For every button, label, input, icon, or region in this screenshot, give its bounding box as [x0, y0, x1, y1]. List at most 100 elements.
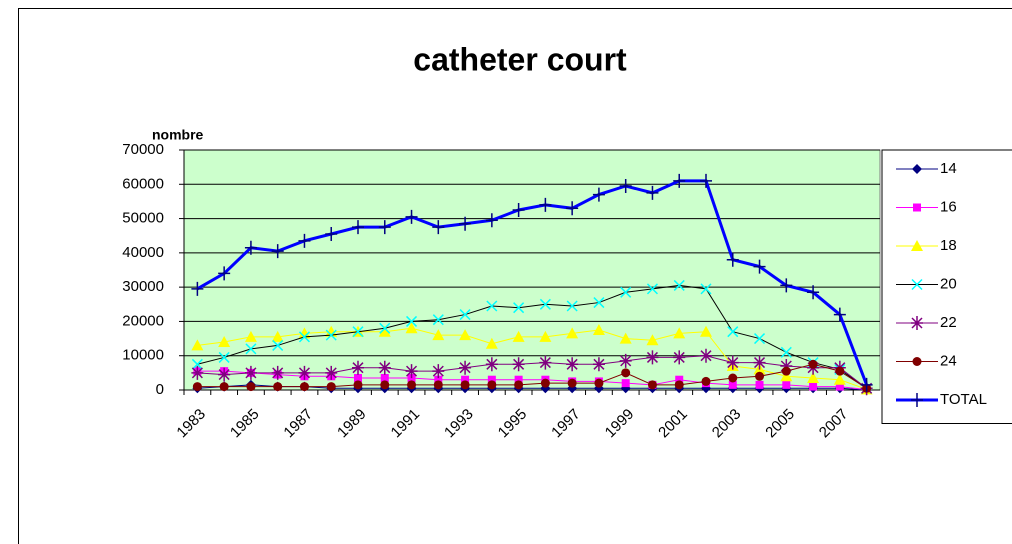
marker — [539, 298, 551, 310]
legend-label: 16 — [940, 198, 957, 215]
marker — [594, 378, 604, 388]
marker — [353, 380, 363, 390]
marker — [245, 343, 257, 355]
marker — [514, 375, 523, 384]
marker — [485, 357, 498, 372]
marker — [352, 360, 364, 375]
marker — [459, 360, 472, 375]
plot-area — [183, 149, 881, 391]
series-line — [197, 284, 867, 389]
marker — [809, 382, 818, 391]
marker — [246, 382, 256, 392]
y-tick-label: 60000 — [122, 175, 164, 192]
marker — [860, 377, 873, 392]
marker — [299, 382, 309, 392]
marker — [780, 278, 793, 293]
marker — [674, 380, 684, 390]
marker — [191, 281, 204, 296]
marker — [298, 233, 311, 248]
marker — [513, 302, 525, 314]
marker — [753, 259, 766, 274]
marker — [728, 373, 738, 383]
marker — [405, 209, 418, 224]
marker — [675, 375, 684, 384]
marker — [646, 185, 659, 200]
marker — [566, 300, 578, 312]
marker — [380, 374, 389, 382]
marker — [514, 380, 524, 390]
marker — [726, 355, 739, 370]
marker — [673, 350, 686, 365]
marker — [191, 358, 203, 370]
marker — [326, 382, 336, 392]
marker — [512, 203, 525, 217]
marker — [460, 380, 470, 390]
marker — [432, 220, 445, 235]
marker — [191, 365, 204, 380]
y-axis-label: nombre — [152, 127, 204, 143]
marker — [405, 364, 418, 379]
marker — [354, 374, 362, 382]
marker — [780, 346, 792, 358]
marker — [913, 203, 921, 212]
series — [191, 348, 873, 396]
y-tick-label: 20000 — [122, 312, 164, 329]
marker — [432, 364, 445, 379]
marker — [325, 227, 338, 241]
marker — [352, 326, 364, 338]
marker — [911, 278, 923, 291]
marker — [218, 351, 230, 363]
marker — [459, 309, 471, 321]
marker — [593, 297, 605, 309]
marker — [540, 378, 550, 388]
marker — [192, 382, 202, 392]
marker — [325, 325, 338, 337]
marker — [808, 359, 818, 369]
marker — [191, 339, 204, 351]
legend-label: 22 — [940, 314, 957, 331]
marker — [566, 357, 579, 372]
marker — [619, 353, 632, 368]
marker — [620, 286, 632, 298]
marker — [911, 393, 923, 407]
marker — [700, 348, 712, 363]
marker — [378, 325, 391, 337]
marker — [218, 336, 231, 347]
marker — [219, 382, 229, 392]
marker — [271, 365, 284, 380]
marker — [512, 357, 525, 372]
marker — [378, 220, 391, 235]
marker — [539, 197, 552, 212]
marker — [380, 380, 390, 390]
legend-label: 24 — [940, 352, 957, 369]
marker — [833, 307, 846, 322]
marker — [566, 327, 579, 339]
marker — [833, 373, 846, 385]
y-tick-label: 70000 — [122, 141, 164, 158]
y-tick-label: 10000 — [122, 347, 164, 364]
marker — [727, 326, 739, 338]
marker — [673, 327, 686, 339]
marker — [807, 372, 820, 383]
marker — [244, 330, 257, 342]
marker — [298, 331, 310, 343]
marker — [432, 314, 444, 326]
marker — [461, 375, 470, 384]
marker — [539, 330, 552, 342]
marker — [218, 367, 231, 382]
marker — [700, 283, 712, 295]
marker — [271, 244, 284, 259]
marker — [434, 375, 443, 384]
marker — [218, 266, 231, 281]
marker — [835, 382, 844, 391]
marker — [298, 365, 311, 380]
marker — [911, 240, 923, 251]
marker — [912, 357, 922, 366]
series — [191, 173, 873, 392]
marker — [700, 325, 712, 337]
series — [192, 359, 872, 393]
legend-label: TOTAL — [940, 391, 987, 408]
marker — [621, 379, 630, 388]
marker — [700, 173, 712, 188]
